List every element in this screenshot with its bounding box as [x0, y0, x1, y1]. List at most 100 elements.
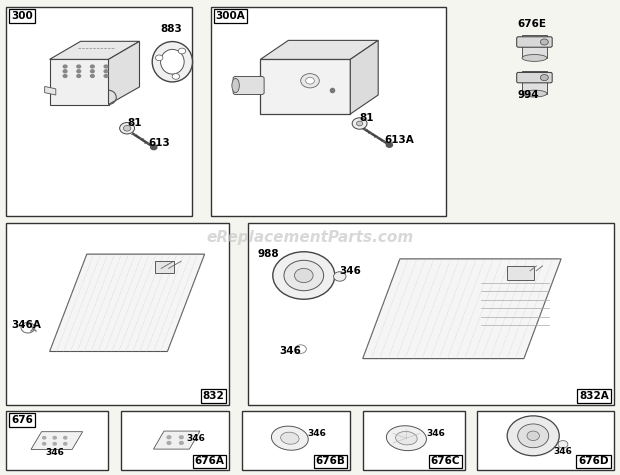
Circle shape: [77, 70, 81, 73]
Text: 81: 81: [360, 113, 374, 123]
Text: 832: 832: [203, 391, 224, 401]
Circle shape: [104, 65, 108, 68]
Circle shape: [91, 65, 94, 68]
Polygon shape: [155, 261, 174, 273]
Text: 676B: 676B: [316, 456, 345, 466]
Polygon shape: [108, 41, 140, 104]
Circle shape: [91, 70, 94, 73]
Bar: [121, 411, 229, 470]
Text: 883: 883: [160, 23, 182, 34]
Circle shape: [167, 436, 171, 439]
Bar: [6, 411, 108, 470]
Text: 613A: 613A: [384, 135, 414, 145]
Circle shape: [541, 39, 548, 45]
Text: 994: 994: [518, 90, 539, 100]
Bar: [477, 411, 614, 470]
Circle shape: [63, 75, 67, 77]
Ellipse shape: [153, 42, 193, 82]
Text: 346: 346: [554, 446, 572, 456]
Polygon shape: [260, 59, 350, 114]
Circle shape: [77, 65, 81, 68]
Text: 346: 346: [340, 266, 361, 276]
Circle shape: [294, 268, 313, 283]
Polygon shape: [50, 41, 140, 59]
Ellipse shape: [281, 432, 299, 444]
FancyBboxPatch shape: [233, 76, 264, 95]
Ellipse shape: [386, 426, 427, 451]
Polygon shape: [350, 40, 378, 114]
Ellipse shape: [232, 78, 239, 93]
Circle shape: [334, 272, 346, 281]
Text: 346: 346: [307, 429, 326, 438]
Text: 81: 81: [127, 117, 141, 128]
Ellipse shape: [522, 90, 547, 97]
Circle shape: [179, 48, 186, 54]
Text: 346: 346: [279, 346, 301, 357]
Text: 676: 676: [11, 415, 33, 425]
Ellipse shape: [161, 49, 184, 74]
Text: 832A: 832A: [579, 391, 609, 401]
Text: 988: 988: [257, 249, 279, 259]
Circle shape: [104, 70, 108, 73]
FancyBboxPatch shape: [516, 72, 552, 83]
Polygon shape: [45, 86, 56, 95]
Circle shape: [64, 437, 67, 439]
Circle shape: [356, 121, 363, 126]
Circle shape: [301, 74, 319, 88]
Ellipse shape: [522, 55, 547, 61]
Circle shape: [172, 74, 180, 79]
Text: 346: 346: [45, 448, 64, 457]
Polygon shape: [260, 40, 378, 59]
Circle shape: [104, 75, 108, 77]
Ellipse shape: [272, 426, 308, 450]
Bar: [242, 411, 350, 470]
Polygon shape: [50, 59, 108, 104]
Circle shape: [352, 118, 367, 129]
Text: 300A: 300A: [216, 11, 246, 21]
Circle shape: [77, 75, 81, 77]
Bar: [6, 7, 192, 216]
Circle shape: [43, 443, 46, 445]
Text: 676D: 676D: [578, 456, 609, 466]
Circle shape: [180, 442, 184, 445]
Text: 346: 346: [427, 429, 445, 438]
Circle shape: [156, 55, 163, 61]
Circle shape: [284, 260, 324, 291]
Bar: [248, 223, 614, 405]
Polygon shape: [153, 431, 200, 449]
Polygon shape: [522, 71, 547, 94]
Circle shape: [63, 65, 67, 68]
Circle shape: [53, 437, 56, 439]
Circle shape: [527, 431, 539, 441]
Bar: [6, 223, 229, 405]
Circle shape: [273, 252, 335, 299]
Circle shape: [120, 123, 135, 134]
Circle shape: [91, 75, 94, 77]
Text: 300: 300: [11, 11, 33, 21]
Text: 346: 346: [186, 434, 205, 443]
Circle shape: [123, 125, 131, 131]
Text: eReplacementParts.com: eReplacementParts.com: [206, 230, 414, 245]
Text: 613: 613: [149, 137, 170, 148]
Circle shape: [558, 441, 568, 448]
FancyBboxPatch shape: [516, 37, 552, 47]
Circle shape: [167, 442, 171, 445]
Ellipse shape: [396, 431, 417, 445]
Circle shape: [64, 443, 67, 445]
Bar: [211, 7, 446, 216]
Polygon shape: [363, 259, 561, 359]
Circle shape: [151, 145, 157, 150]
Polygon shape: [50, 254, 205, 352]
Circle shape: [180, 436, 184, 439]
Circle shape: [541, 75, 548, 81]
Text: 346A: 346A: [11, 320, 41, 331]
Circle shape: [63, 70, 67, 73]
Text: 676A: 676A: [195, 456, 224, 466]
Text: 676C: 676C: [430, 456, 460, 466]
Text: 676E: 676E: [518, 19, 547, 29]
Polygon shape: [31, 432, 82, 449]
Circle shape: [386, 142, 392, 147]
Circle shape: [518, 424, 549, 447]
Polygon shape: [522, 35, 547, 58]
Circle shape: [507, 416, 559, 456]
